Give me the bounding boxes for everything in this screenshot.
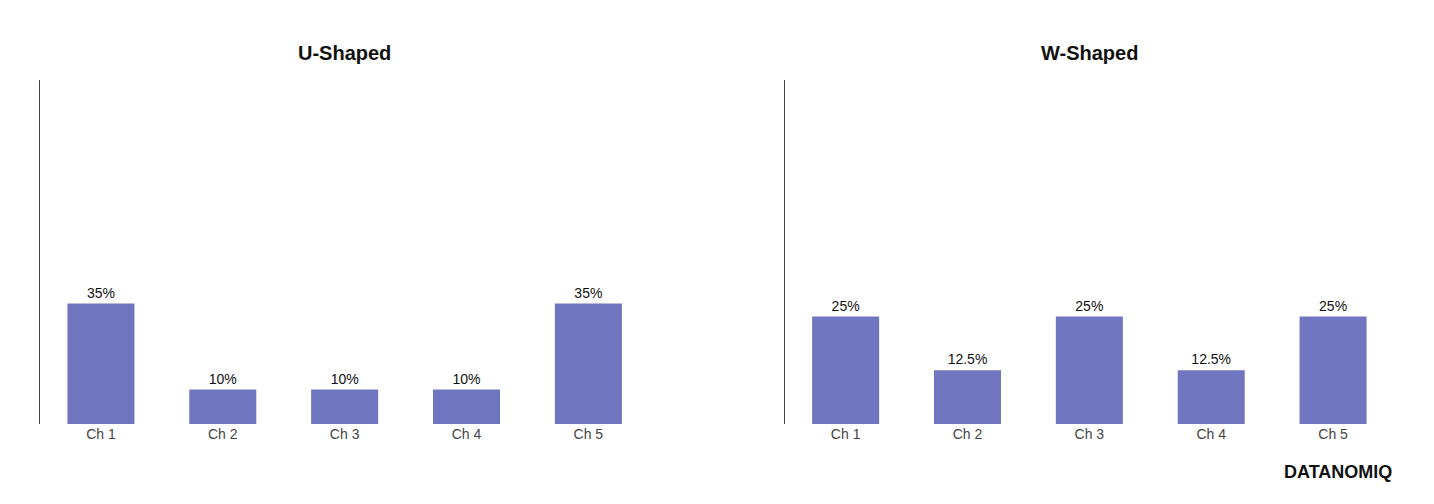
svg-text:25%: 25% — [1319, 298, 1347, 314]
svg-text:12.5%: 12.5% — [1191, 351, 1231, 367]
svg-text:25%: 25% — [832, 298, 860, 314]
svg-text:35%: 35% — [574, 285, 602, 301]
svg-text:25%: 25% — [1075, 298, 1103, 314]
svg-text:Ch 5: Ch 5 — [1318, 426, 1348, 442]
svg-text:DATANOMIQ: DATANOMIQ — [1284, 462, 1392, 482]
svg-text:Ch 3: Ch 3 — [1075, 426, 1105, 442]
svg-text:Ch 3: Ch 3 — [330, 426, 360, 442]
svg-text:Ch 1: Ch 1 — [86, 426, 116, 442]
svg-text:W-Shaped: W-Shaped — [1041, 42, 1138, 64]
svg-text:Ch 4: Ch 4 — [1196, 426, 1226, 442]
svg-text:Ch 2: Ch 2 — [208, 426, 238, 442]
svg-text:10%: 10% — [209, 371, 237, 387]
svg-text:Ch 1: Ch 1 — [831, 426, 861, 442]
svg-text:Ch 5: Ch 5 — [574, 426, 604, 442]
svg-text:12.5%: 12.5% — [948, 351, 988, 367]
svg-text:U-Shaped: U-Shaped — [298, 42, 391, 64]
svg-text:Ch 4: Ch 4 — [452, 426, 482, 442]
svg-text:Ch 2: Ch 2 — [953, 426, 983, 442]
svg-text:35%: 35% — [87, 285, 115, 301]
svg-text:10%: 10% — [331, 371, 359, 387]
svg-text:10%: 10% — [452, 371, 480, 387]
